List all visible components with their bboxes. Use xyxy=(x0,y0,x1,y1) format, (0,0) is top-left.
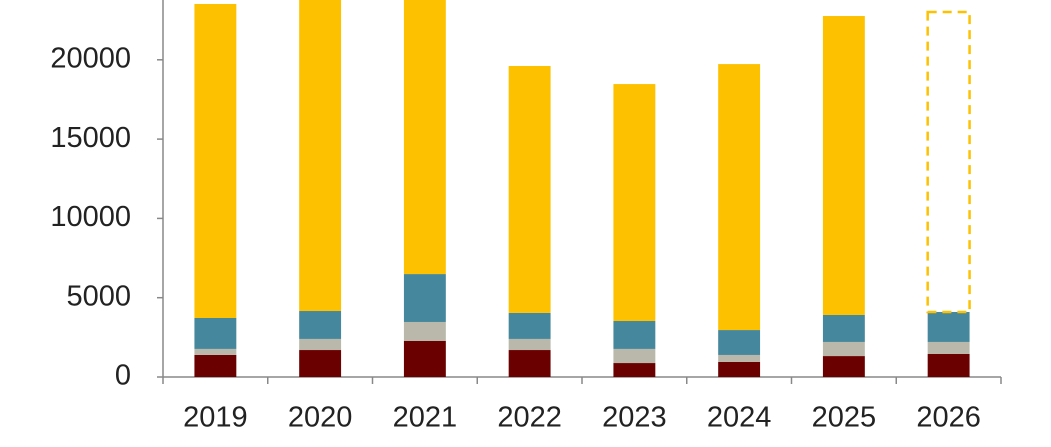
bar-segment xyxy=(508,312,551,339)
bar-segment xyxy=(613,348,656,364)
bar-segment xyxy=(508,350,551,377)
bar-segment xyxy=(508,65,551,313)
bar-segment xyxy=(718,361,761,377)
y-tick-label: 15000 xyxy=(50,122,131,154)
x-tick-label: 2020 xyxy=(288,402,353,434)
x-tick-label: 2021 xyxy=(393,402,458,434)
bar-segment xyxy=(822,356,865,377)
bar-segment xyxy=(822,341,865,357)
bar-segment xyxy=(508,338,551,351)
bar-segment xyxy=(613,363,656,377)
bar-segment xyxy=(299,338,342,351)
bar-segment xyxy=(299,0,342,312)
bar-segment xyxy=(403,340,446,377)
bar-segment xyxy=(299,350,342,377)
y-tick-label: 5000 xyxy=(66,280,131,312)
bar-segment xyxy=(299,311,342,339)
x-tick-label: 2024 xyxy=(707,402,772,434)
bar-segment xyxy=(403,274,446,322)
bar-segment xyxy=(403,0,446,275)
x-tick-label: 2019 xyxy=(183,402,248,434)
y-tick-label: 0 xyxy=(115,360,131,392)
x-tick-label: 2022 xyxy=(497,402,562,434)
x-tick-label: 2023 xyxy=(602,402,667,434)
bar-segment xyxy=(613,84,656,322)
x-tick-label: 2026 xyxy=(916,402,981,434)
bar-segment xyxy=(718,330,761,355)
bar-segment xyxy=(822,16,865,315)
bar-segment xyxy=(718,354,761,362)
bar-segment xyxy=(194,348,237,355)
y-tick-label: 10000 xyxy=(50,201,131,233)
bar-segment xyxy=(927,341,970,355)
bar-segment xyxy=(194,318,237,349)
bar-segment xyxy=(718,64,761,331)
bar-segment xyxy=(927,354,970,377)
bar-segment xyxy=(927,311,970,342)
y-tick-label: 20000 xyxy=(50,42,131,74)
bar-segment xyxy=(194,354,237,377)
bar-segment xyxy=(194,3,237,319)
x-tick-label: 2025 xyxy=(812,402,877,434)
bar-segment xyxy=(613,321,656,349)
bar-segment xyxy=(403,321,446,341)
bar-segment xyxy=(926,10,971,314)
bar-segment xyxy=(822,314,865,342)
